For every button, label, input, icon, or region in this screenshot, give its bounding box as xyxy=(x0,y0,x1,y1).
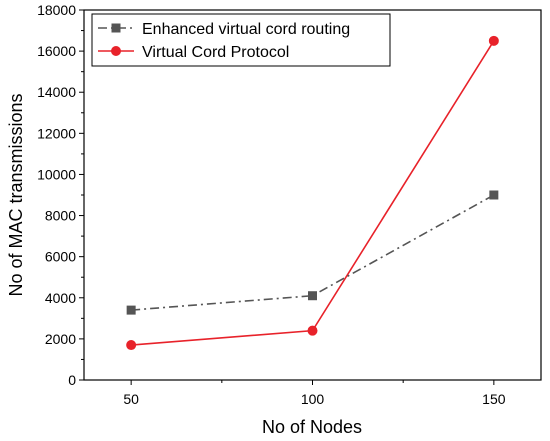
data-point-square xyxy=(308,291,317,301)
legend-marker-enhanced xyxy=(111,23,121,33)
axis-ticks: 0 2000 4000 6000 8000 10000 12000 14000 16000 180… xyxy=(37,2,506,407)
y-axis-title: No of MAC transmissions xyxy=(6,93,26,296)
legend-box xyxy=(91,13,391,67)
data-point-square xyxy=(489,190,499,200)
y-tick-label: 4000 xyxy=(45,290,76,306)
x-tick-label: 150 xyxy=(482,391,506,407)
legend: Enhanced virtual cord routing Virtual Co… xyxy=(91,13,391,67)
x-axis-title: No of Nodes xyxy=(262,417,362,437)
y-tick-label: 12000 xyxy=(37,125,76,141)
x-tick-label: 50 xyxy=(123,391,139,407)
x-tick-label: 100 xyxy=(301,391,325,407)
data-point-circle xyxy=(307,325,318,336)
legend-label-enhanced: Enhanced virtual cord routing xyxy=(142,21,350,38)
data-point-square xyxy=(126,305,136,315)
series-line-0 xyxy=(131,194,495,311)
plot-frame xyxy=(83,9,542,381)
data-point-circle xyxy=(126,340,137,351)
data-point-circle xyxy=(488,35,499,46)
y-tick-label: 14000 xyxy=(37,84,76,100)
legend-label-vcp: Virtual Cord Protocol xyxy=(142,44,289,61)
y-tick-label: 10000 xyxy=(37,166,76,182)
y-tick-label: 18000 xyxy=(37,2,76,18)
y-tick-label: 6000 xyxy=(45,249,76,265)
y-tick-label: 0 xyxy=(68,372,76,388)
y-tick-label: 8000 xyxy=(45,208,76,224)
series-layer xyxy=(126,35,499,351)
y-tick-label: 16000 xyxy=(37,43,76,59)
y-tick-label: 2000 xyxy=(45,331,76,347)
legend-marker-vcp xyxy=(111,46,121,56)
